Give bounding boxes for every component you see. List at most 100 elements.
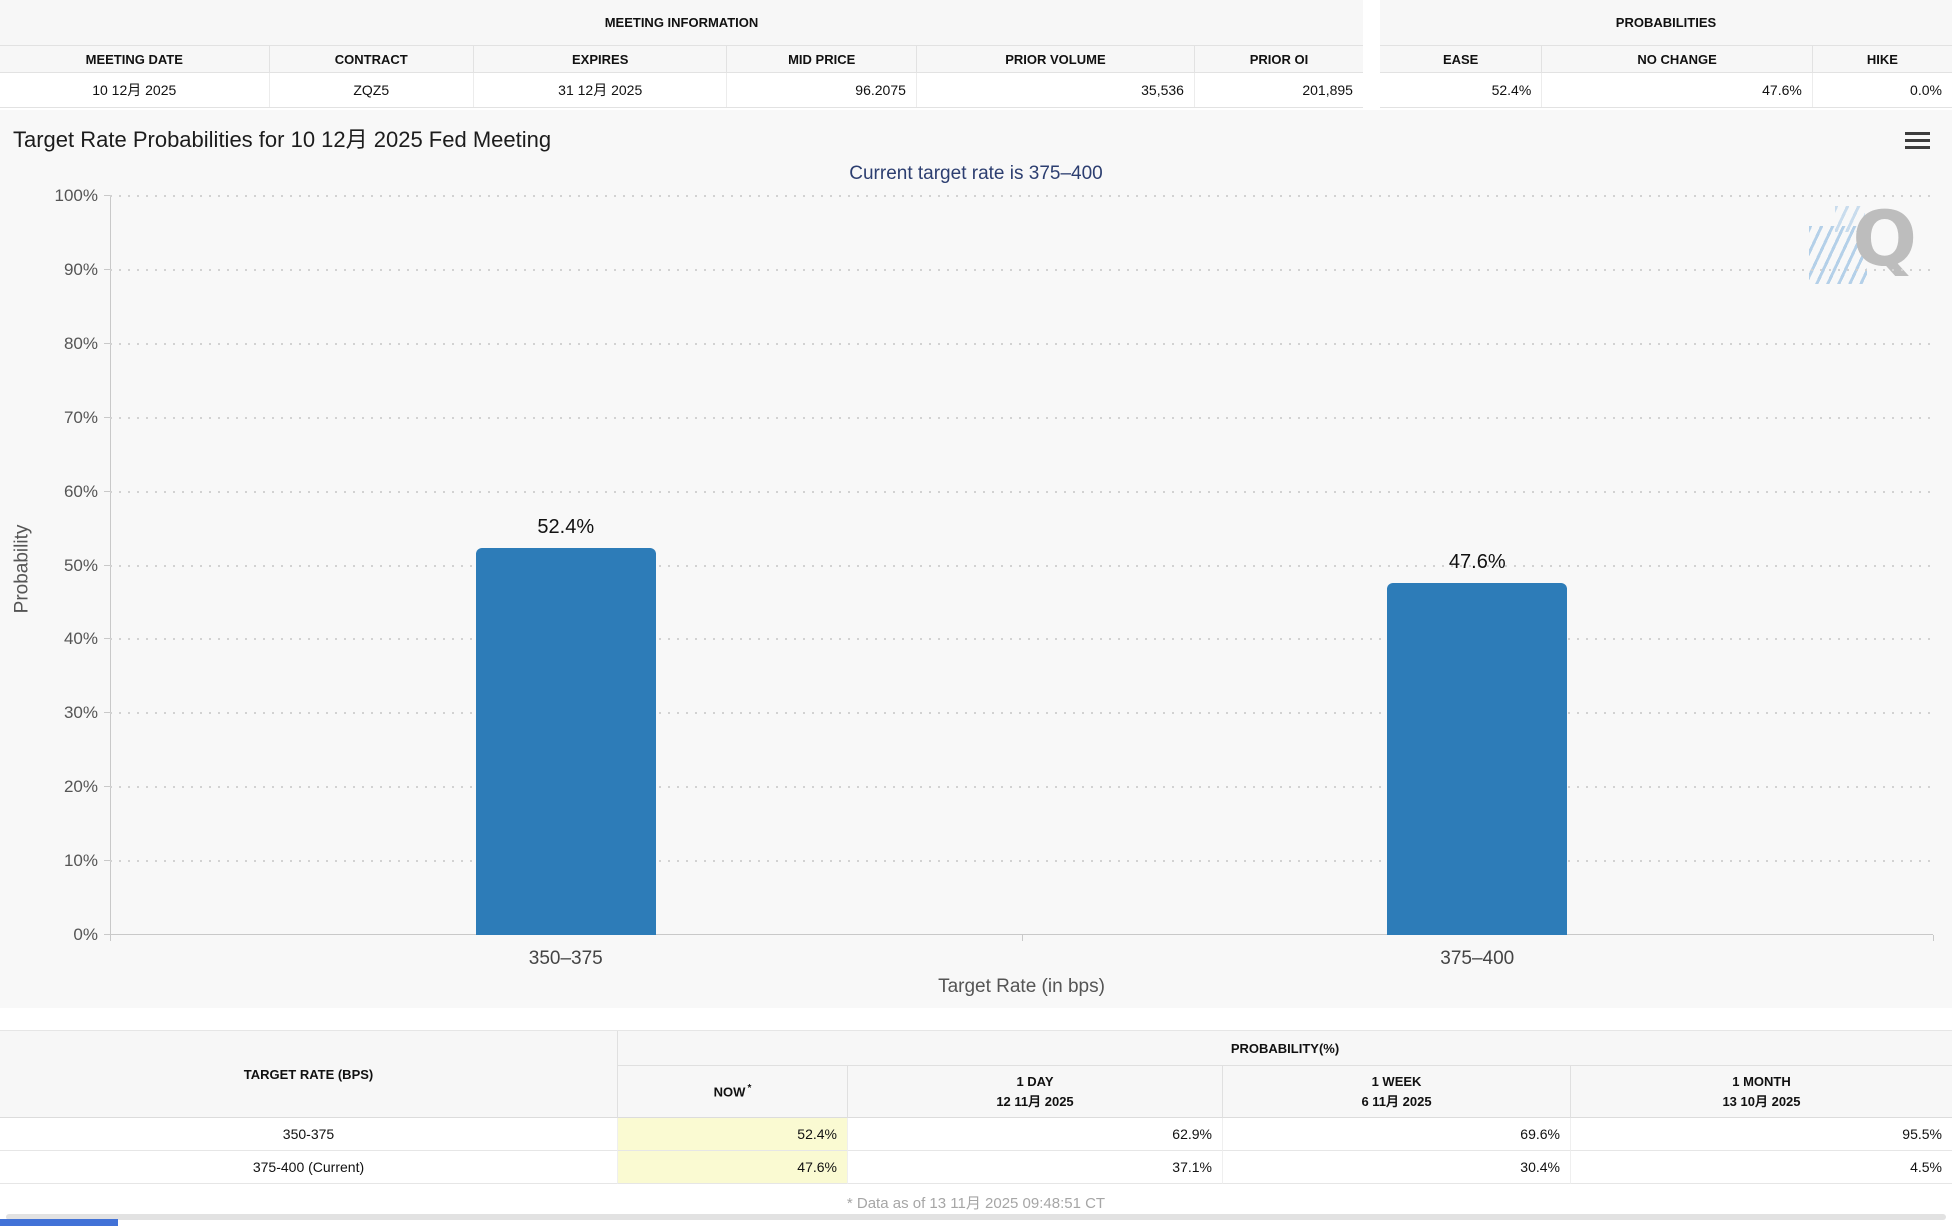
row-350-375-1month: 95.5% bbox=[1570, 1118, 1952, 1151]
x-tick-mark bbox=[1021, 935, 1023, 941]
y-axis-labels: 0% 10% 20% 30% 40% 50% 60% 70% 80% 90% 100% bbox=[0, 186, 98, 944]
y-tick-mark bbox=[104, 195, 110, 196]
meeting-information-table: MEETING INFORMATION MEETING DATE CONTRAC… bbox=[0, 0, 1363, 108]
value-mid-price: 96.2075 bbox=[726, 73, 915, 107]
column-header-1-month: 1 MONTH 13 10月 2025 bbox=[1570, 1066, 1952, 1118]
gridline-30 bbox=[110, 712, 1933, 715]
gridline-80 bbox=[110, 342, 1933, 345]
bar-value-label-375–400: 47.6% bbox=[1448, 551, 1506, 574]
value-ease: 52.4% bbox=[1491, 82, 1532, 98]
target-rate-probabilities-chart: Target Rate Probabilities for 10 12月 202… bbox=[0, 110, 1952, 1008]
meeting-information-value-row: 10 12月 2025 ZQZ5 31 12月 2025 96.2075 35,… bbox=[0, 73, 1363, 108]
header-no-change: NO CHANGE bbox=[1541, 46, 1812, 72]
chart-title: Target Rate Probabilities for 10 12月 202… bbox=[13, 127, 552, 152]
probability-percent-header: PROBABILITY(%) bbox=[617, 1031, 1952, 1066]
gridline-0 bbox=[110, 934, 1933, 935]
gridline-50 bbox=[110, 564, 1933, 567]
gridline-20 bbox=[110, 786, 1933, 789]
row-350-375-now: 52.4% bbox=[617, 1118, 847, 1151]
x-axis-title: Target Rate (in bps) bbox=[938, 976, 1105, 997]
plot-area: 52.4% 47.6% bbox=[104, 195, 1934, 941]
meeting-information-title: MEETING INFORMATION bbox=[0, 0, 1363, 45]
y-tick-mark bbox=[104, 564, 110, 566]
y-tick-mark bbox=[104, 342, 110, 344]
gridline-100 bbox=[110, 195, 1933, 197]
header-hike: HIKE bbox=[1811, 46, 1952, 72]
gridline-10 bbox=[110, 860, 1933, 863]
header-prior-oi: PRIOR OI bbox=[1193, 46, 1363, 72]
hamburger-icon bbox=[1905, 132, 1930, 135]
column-header-1-week: 1 WEEK 6 11月 2025 bbox=[1222, 1066, 1570, 1118]
y-tick-mark bbox=[104, 786, 110, 788]
value-hike: 0.0% bbox=[1811, 73, 1952, 107]
row-350-375-1week: 69.6% bbox=[1222, 1118, 1570, 1151]
header-mid-price: MID PRICE bbox=[726, 46, 915, 72]
y-tick-label-10: 10% bbox=[63, 851, 98, 871]
chart-context-menu-button[interactable] bbox=[1905, 132, 1930, 151]
bar-350–375[interactable] bbox=[475, 547, 656, 935]
y-tick-mark bbox=[104, 638, 110, 640]
header-contract: CONTRACT bbox=[268, 46, 473, 72]
probability-history-table: TARGET RATE (BPS) PROBABILITY(%) NOW * 1 … bbox=[0, 1030, 1952, 1184]
y-tick-label-90: 90% bbox=[63, 259, 98, 279]
gridline-90 bbox=[110, 268, 1933, 271]
x-tick-label-350–375: 350–375 bbox=[528, 948, 603, 969]
value-prior-volume: 35,536 bbox=[915, 73, 1194, 107]
y-tick-label-100: 100% bbox=[54, 186, 98, 205]
y-tick-label-80: 80% bbox=[63, 333, 98, 353]
header-ease: EASE bbox=[1442, 51, 1479, 67]
bar-value-label-350–375: 52.4% bbox=[537, 515, 595, 538]
header-meeting-date: MEETING DATE bbox=[85, 51, 183, 67]
y-tick-mark bbox=[104, 934, 110, 935]
gridline-60 bbox=[110, 490, 1933, 493]
y-tick-mark bbox=[104, 268, 110, 270]
x-tick-label-375–400: 375–400 bbox=[1440, 948, 1515, 969]
y-tick-label-50: 50% bbox=[63, 555, 98, 575]
value-meeting-date: 10 12月 2025 bbox=[92, 82, 177, 98]
row-375-400-1week: 30.4% bbox=[1222, 1151, 1570, 1184]
value-no-change: 47.6% bbox=[1541, 73, 1812, 107]
bottom-left-partial-element bbox=[0, 1219, 118, 1226]
column-header-1-day: 1 DAY 12 11月 2025 bbox=[847, 1066, 1222, 1118]
y-tick-mark bbox=[104, 490, 110, 492]
y-tick-label-0: 0% bbox=[73, 925, 98, 944]
bar-375–400[interactable] bbox=[1387, 583, 1568, 935]
meeting-information-header-row: MEETING DATE CONTRACT EXPIRES MID PRICE … bbox=[0, 45, 1363, 73]
column-header-now: NOW * bbox=[617, 1066, 847, 1118]
x-tick-mark bbox=[110, 935, 111, 941]
x-axis-labels: 350–375 375–400 bbox=[110, 948, 1933, 972]
chart-subtitle: Current target rate is 375–400 bbox=[849, 163, 1103, 184]
watermark-q-letter: Q bbox=[1852, 194, 1917, 283]
gridline-40 bbox=[110, 638, 1933, 641]
target-rate-bps-header: TARGET RATE (BPS) bbox=[0, 1031, 617, 1118]
y-tick-label-70: 70% bbox=[63, 407, 98, 427]
y-tick-label-60: 60% bbox=[63, 481, 98, 501]
value-contract: ZQZ5 bbox=[268, 73, 473, 107]
y-tick-mark bbox=[104, 416, 110, 418]
probabilities-value-row: 52.4% 47.6% 0.0% bbox=[1380, 73, 1952, 108]
now-asterisk: * bbox=[747, 1083, 752, 1095]
watermark-hatch-icon bbox=[1809, 226, 1867, 284]
probabilities-title: PROBABILITIES bbox=[1380, 0, 1952, 45]
header-prior-volume: PRIOR VOLUME bbox=[915, 46, 1194, 72]
data-as-of-footnote: * Data as of 13 11月 2025 09:48:51 CT bbox=[846, 1195, 1106, 1212]
y-tick-mark bbox=[104, 712, 110, 714]
y-tick-label-40: 40% bbox=[63, 629, 98, 649]
probabilities-header-row: EASE NO CHANGE HIKE bbox=[1380, 45, 1952, 73]
horizontal-scrollbar[interactable] bbox=[6, 1214, 1946, 1220]
probabilities-summary-table: PROBABILITIES EASE NO CHANGE HIKE 52.4% … bbox=[1380, 0, 1952, 108]
row-350-375-target: 350-375 bbox=[0, 1118, 617, 1151]
now-label: NOW bbox=[713, 1084, 746, 1100]
row-350-375-1day: 62.9% bbox=[847, 1118, 1222, 1151]
row-375-400-1month: 4.5% bbox=[1570, 1151, 1952, 1184]
gridline-70 bbox=[110, 416, 1933, 419]
y-tick-label-30: 30% bbox=[63, 703, 98, 723]
row-375-400-target: 375-400 (Current) bbox=[0, 1151, 617, 1184]
x-tick-mark bbox=[1933, 935, 1934, 941]
value-expires: 31 12月 2025 bbox=[472, 73, 727, 107]
value-prior-oi: 201,895 bbox=[1193, 73, 1363, 107]
quikstrike-watermark: Q bbox=[1809, 194, 1917, 298]
row-375-400-now: 47.6% bbox=[617, 1151, 847, 1184]
row-375-400-1day: 37.1% bbox=[847, 1151, 1222, 1184]
y-tick-label-20: 20% bbox=[63, 777, 98, 797]
